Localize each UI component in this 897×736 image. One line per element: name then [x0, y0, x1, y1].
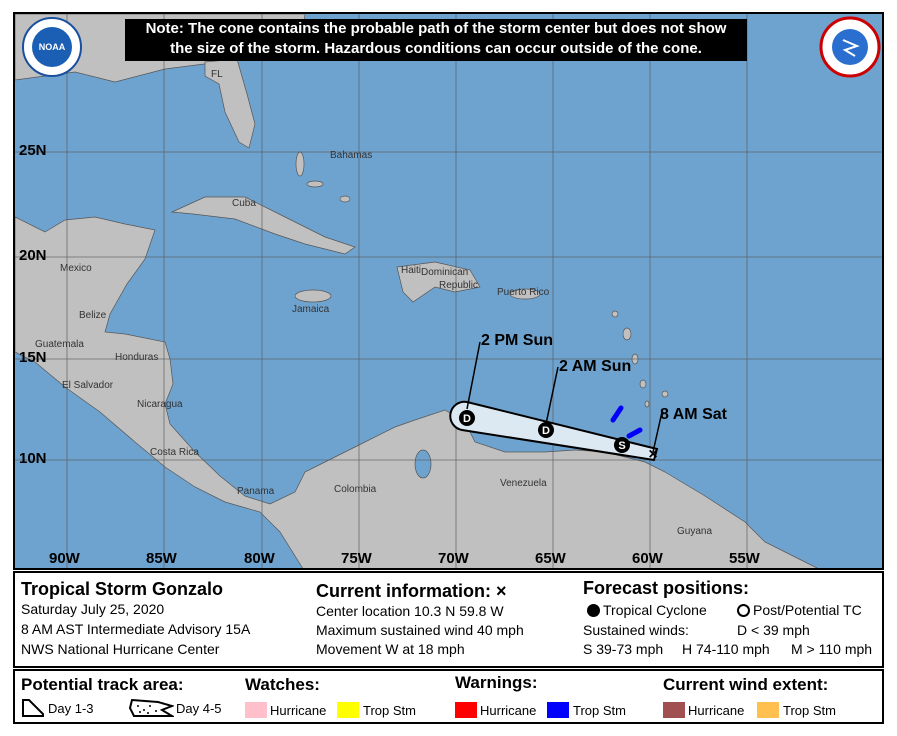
place-label: Nicaragua — [137, 399, 183, 410]
forecast-point-d — [459, 410, 475, 426]
hurricane-wind-label: Hurricane — [688, 703, 745, 718]
tropstm-wind-swatch — [757, 702, 779, 718]
latitude-tick: 20N — [19, 247, 47, 264]
longitude-tick: 60W — [632, 550, 663, 567]
current-info-title: Current information: × — [316, 581, 507, 601]
forecast-time-label: 2 AM Sun — [559, 358, 632, 375]
movement: Movement W at 18 mph — [316, 641, 465, 657]
legend-panel: Potential track area: Day 1-3 Day 4-5 Wa… — [13, 669, 884, 724]
advisory-number: 8 AM AST Intermediate Advisory 15A — [21, 621, 251, 637]
longitude-tick: 75W — [341, 550, 372, 567]
place-label: Guyana — [677, 526, 713, 537]
place-label: Guatemala — [35, 339, 84, 350]
center-location: Center location 10.3 N 59.8 W — [316, 603, 504, 619]
day45-cone-icon — [128, 698, 174, 717]
tropical-storm-warning — [626, 427, 643, 439]
max-wind: Maximum sustained wind 40 mph — [316, 622, 524, 638]
filled-circle-icon — [587, 604, 600, 617]
current-position-x: × — [648, 446, 657, 463]
h-category: H 74-110 mph — [682, 641, 770, 657]
hurricane-warning-label: Hurricane — [480, 703, 537, 718]
track-area-title: Potential track area: — [21, 675, 184, 694]
forecast-point-d — [538, 422, 554, 438]
land-jamaica — [294, 289, 332, 303]
info-panel: Tropical Storm Gonzalo Saturday July 25,… — [13, 571, 884, 668]
longitude-tick: 85W — [146, 550, 177, 567]
place-label: Panama — [237, 486, 275, 497]
ptc-label: Post/Potential TC — [753, 602, 862, 618]
watches-title: Watches: — [245, 675, 320, 694]
longitude-tick: 70W — [438, 550, 469, 567]
lake-maracaibo — [414, 449, 432, 479]
place-label: Venezuela — [500, 478, 547, 489]
map-canvas: D D S × — [15, 14, 882, 568]
wind-extent-title: Current wind extent: — [663, 675, 829, 694]
s-category: S 39-73 mph — [583, 641, 664, 657]
tropstm-watch-swatch — [337, 702, 359, 718]
land-americas — [15, 216, 818, 568]
hurricane-watch-swatch — [245, 702, 267, 718]
place-label: Republic — [439, 280, 478, 291]
place-label: FL — [211, 69, 223, 80]
day45-label: Day 4-5 — [176, 701, 222, 716]
d-category: D < 39 mph — [737, 622, 810, 638]
tropstm-watch-label: Trop Stm — [363, 703, 416, 718]
forecast-time-label: 8 AM Sat — [660, 406, 727, 423]
open-circle-icon — [737, 604, 750, 617]
day13-label: Day 1-3 — [48, 701, 94, 716]
latitude-tick: 10N — [19, 450, 47, 467]
tc-label: Tropical Cyclone — [603, 602, 707, 618]
warnings-title: Warnings: — [455, 673, 538, 692]
cone-note: Note: The cone contains the probable pat… — [125, 19, 747, 61]
place-label: Honduras — [115, 352, 159, 363]
svg-text:NOAA: NOAA — [39, 42, 66, 52]
svg-text:D: D — [542, 425, 550, 437]
latitude-tick: 15N — [19, 349, 47, 366]
place-label: Mexico — [60, 263, 92, 274]
forecast-point-s — [614, 437, 630, 453]
place-label: Dominican — [421, 267, 469, 278]
hurricane-watch-label: Hurricane — [270, 703, 327, 718]
place-label: Haiti — [401, 265, 422, 276]
land-puerto-rico — [509, 288, 541, 300]
issuing-center: NWS National Hurricane Center — [21, 641, 220, 657]
place-label: Colombia — [334, 484, 377, 495]
place-label: Belize — [79, 310, 107, 321]
forecast-time-label: 2 PM Sun — [481, 332, 554, 349]
nws-logo — [819, 16, 881, 78]
longitude-tick: 65W — [535, 550, 566, 567]
advisory-date: Saturday July 25, 2020 — [21, 601, 165, 617]
hurricane-wind-swatch — [663, 702, 685, 718]
place-label: Cuba — [232, 198, 256, 209]
forecast-title: Forecast positions: — [583, 578, 750, 598]
svg-text:S: S — [618, 440, 625, 452]
land-cuba — [170, 196, 356, 255]
map: D D S × Note: The cone contains the prob… — [13, 12, 884, 570]
svg-text:D: D — [463, 413, 471, 425]
place-label: El Salvador — [62, 380, 114, 391]
place-label: Jamaica — [292, 304, 330, 315]
m-category: M > 110 mph — [791, 641, 873, 657]
place-label: Puerto Rico — [497, 287, 550, 298]
land-hispaniola — [396, 261, 481, 303]
noaa-logo: NOAA — [22, 17, 82, 77]
tropical-storm-warning — [610, 405, 624, 423]
day13-cone-icon — [22, 699, 44, 717]
longitude-tick: 80W — [244, 550, 275, 567]
place-label: Bahamas — [330, 150, 373, 161]
hurricane-warning-swatch — [455, 702, 477, 718]
tropstm-warning-label: Trop Stm — [573, 703, 626, 718]
sustained-label: Sustained winds: — [583, 622, 689, 638]
place-label: Costa Rica — [150, 447, 199, 458]
longitude-tick: 55W — [729, 550, 760, 567]
longitude-tick: 90W — [49, 550, 80, 567]
tropstm-warning-swatch — [547, 702, 569, 718]
storm-name: Tropical Storm Gonzalo — [21, 579, 224, 599]
land-florida — [204, 58, 256, 149]
latitude-tick: 25N — [19, 142, 47, 159]
tropstm-wind-label: Trop Stm — [783, 703, 836, 718]
